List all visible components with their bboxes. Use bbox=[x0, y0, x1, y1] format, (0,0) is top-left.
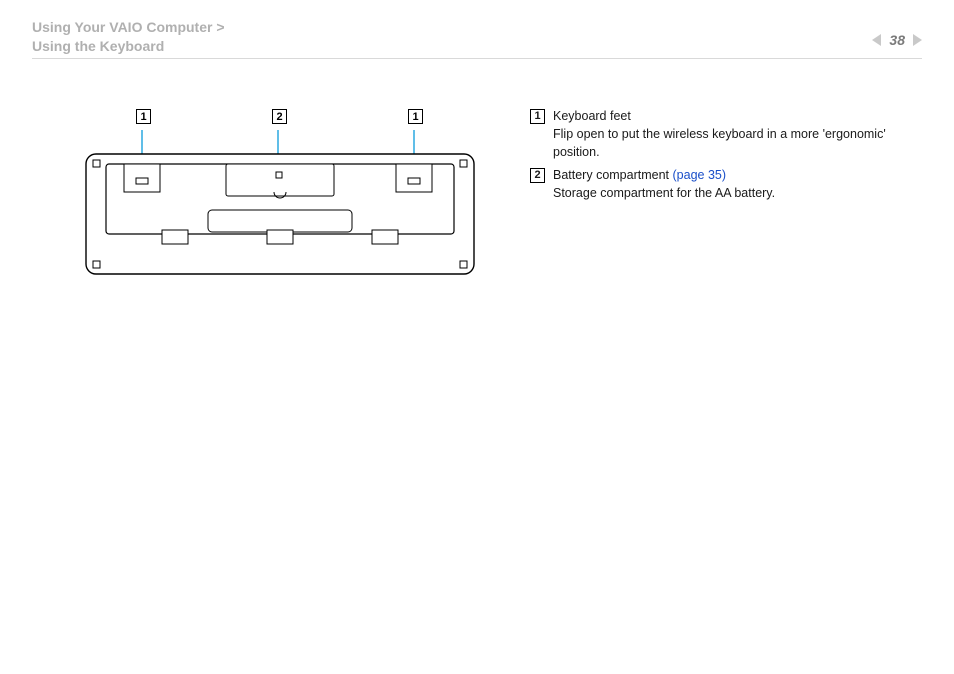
callout-label-2: 2 bbox=[272, 109, 287, 124]
prev-page-icon[interactable] bbox=[872, 34, 881, 46]
legend-item-2: 2 Battery compartment (page 35) Storage … bbox=[530, 167, 922, 203]
legend-list: 1 Keyboard feet Flip open to put the wir… bbox=[530, 108, 922, 209]
breadcrumb: Using Your VAIO Computer > Using the Key… bbox=[32, 18, 225, 56]
legend-text-2: Battery compartment (page 35) Storage co… bbox=[553, 167, 922, 203]
callout-label-1-left: 1 bbox=[136, 109, 151, 124]
page-navigation: 38 bbox=[872, 18, 922, 48]
content-area: 1 2 1 bbox=[0, 108, 954, 280]
breadcrumb-line-2: Using the Keyboard bbox=[32, 37, 225, 56]
legend-title-1: Keyboard feet bbox=[553, 108, 922, 126]
legend-num-1: 1 bbox=[530, 109, 545, 124]
legend-desc-2: Storage compartment for the AA battery. bbox=[553, 185, 922, 203]
keyboard-bottom-diagram bbox=[80, 130, 480, 280]
page-link-35[interactable]: (page 35) bbox=[673, 168, 727, 182]
legend-title-2: Battery compartment (page 35) bbox=[553, 167, 922, 185]
breadcrumb-line-1: Using Your VAIO Computer > bbox=[32, 18, 225, 37]
header-divider bbox=[32, 58, 922, 59]
callout-label-1-right: 1 bbox=[408, 109, 423, 124]
legend-desc-1: Flip open to put the wireless keyboard i… bbox=[553, 126, 922, 162]
keyboard-bottom-figure: 1 2 1 bbox=[80, 108, 480, 280]
legend-num-2: 2 bbox=[530, 168, 545, 183]
next-page-icon[interactable] bbox=[913, 34, 922, 46]
legend-title-2-text: Battery compartment bbox=[553, 168, 673, 182]
page-number: 38 bbox=[887, 32, 907, 48]
legend-text-1: Keyboard feet Flip open to put the wirel… bbox=[553, 108, 922, 161]
page-header: Using Your VAIO Computer > Using the Key… bbox=[32, 18, 922, 56]
callout-labels-row: 1 2 1 bbox=[80, 108, 480, 130]
legend-item-1: 1 Keyboard feet Flip open to put the wir… bbox=[530, 108, 922, 161]
